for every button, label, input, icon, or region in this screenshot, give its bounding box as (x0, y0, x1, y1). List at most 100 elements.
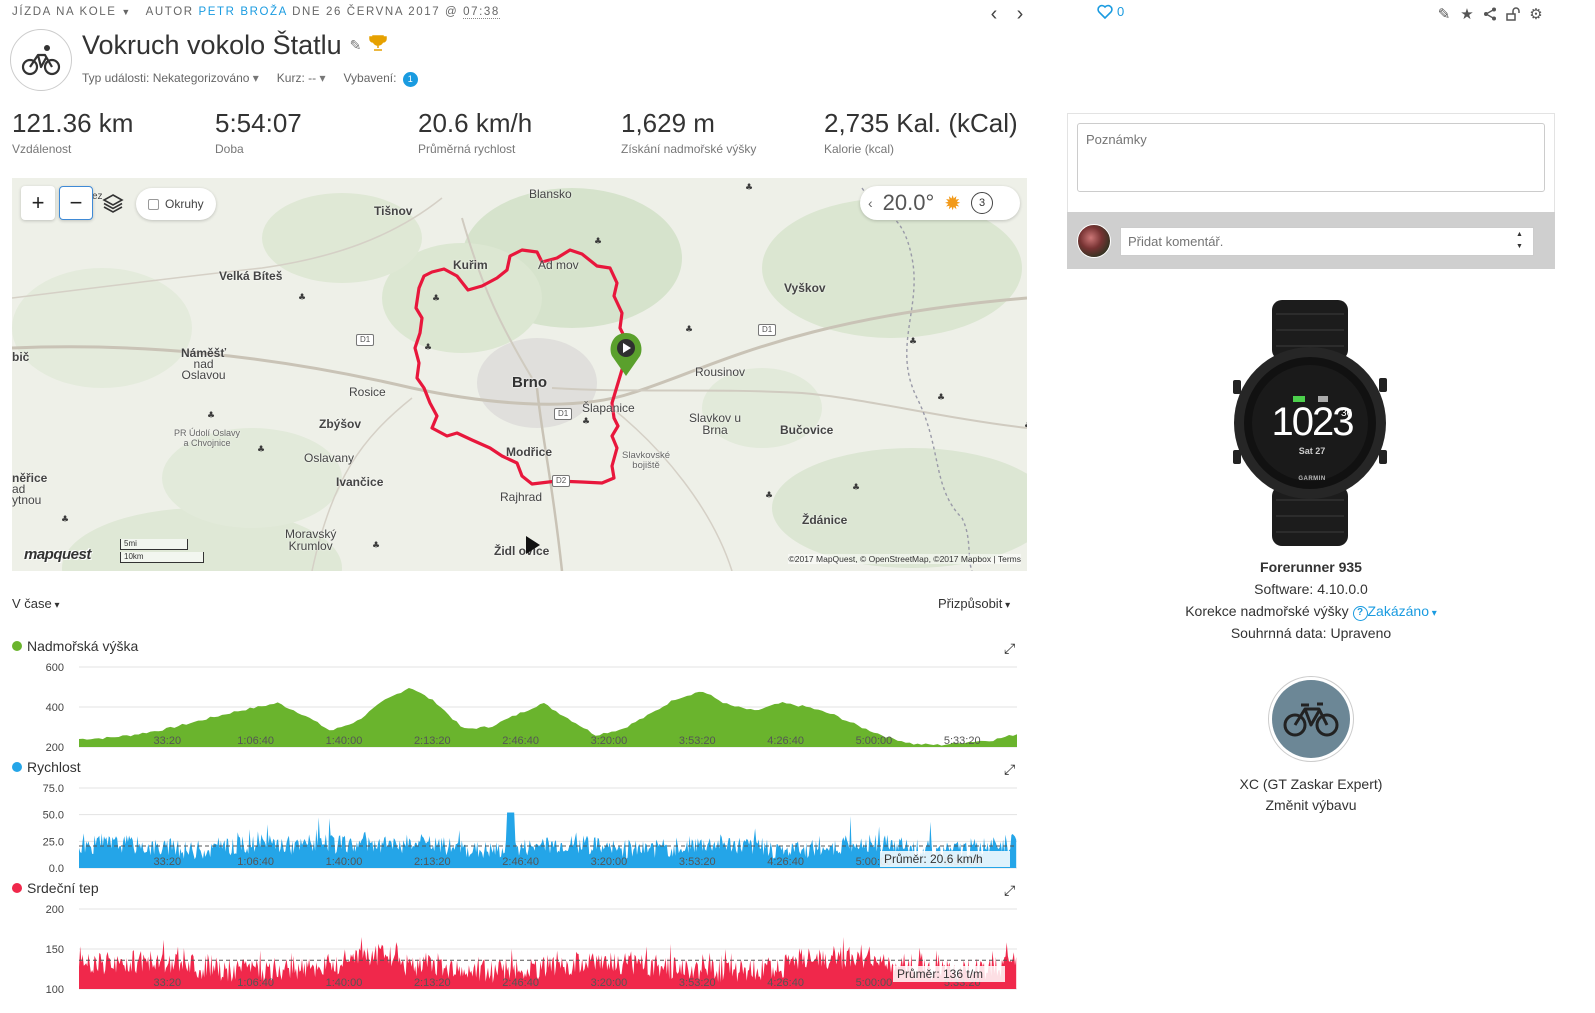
x-tick-label: 3:20:00 (591, 977, 628, 989)
share-icon[interactable] (1482, 5, 1498, 23)
watch-time: 1023 (1271, 400, 1355, 444)
map-label: Ad mov (538, 258, 579, 272)
customize-charts-dropdown[interactable]: Přizpůsobit (938, 596, 1010, 611)
svg-text:♣: ♣ (257, 445, 265, 455)
map-label-nerice: něřice ad ytnou (12, 472, 47, 506)
x-tick-label: 5:00:00 (856, 735, 893, 747)
activity-time[interactable]: 07:38 (463, 6, 500, 19)
laps-checkbox[interactable] (148, 198, 159, 210)
bicycle-icon (21, 45, 61, 76)
x-tick-label: 1:06:40 (237, 977, 274, 989)
play-route-icon[interactable] (521, 534, 543, 556)
expand-icon[interactable]: ⤢ (1004, 640, 1016, 656)
expand-icon[interactable]: ⤢ (1004, 882, 1016, 898)
svg-text:♣: ♣ (424, 343, 432, 353)
weather-widget[interactable]: ‹ 20.0° ✹ 3 (860, 186, 1020, 220)
laps-toggle[interactable]: Okruhy (136, 188, 216, 220)
x-tick-label: 4:26:40 (767, 735, 804, 747)
x-tick-label: 5:00:00 (856, 977, 893, 989)
stat-value: 20.6 km/h (418, 108, 533, 138)
chevron-left-icon[interactable]: ‹ (868, 195, 873, 211)
route-map[interactable]: ♣ ♣ ♣ ♣ ♣ ♣ ♣ ♣ ♣ ♣ ♣ ♣ ♣ ♣ ♣ ♣ Blansko Tišnov ez Ve… (12, 178, 1027, 571)
layers-icon[interactable] (102, 192, 124, 219)
x-tick-label: 33:20 (154, 856, 182, 868)
x-tick-label: 3:53:20 (679, 856, 716, 868)
x-tick-label: 2:13:20 (414, 856, 451, 868)
map-label: Brno (512, 374, 547, 391)
next-activity-button[interactable]: › (1016, 3, 1024, 25)
chart-series-area[interactable] (79, 812, 1017, 869)
comment-scroll-arrows[interactable]: ▲ ▼ (1516, 231, 1523, 250)
help-icon[interactable]: ? (1352, 606, 1368, 621)
watch-date: Sat 27 (1298, 446, 1326, 456)
breadcrumb: JÍZDA NA KOLE ▼ AUTOR PETR BROŽA DNE 26 … (12, 6, 500, 19)
svg-text:♣: ♣ (432, 294, 440, 304)
zoom-out-button[interactable]: − (59, 186, 93, 220)
notes-textarea[interactable] (1077, 123, 1545, 192)
map-attribution[interactable]: ©2017 MapQuest, © OpenStreetMap, ©2017 M… (788, 554, 1021, 564)
elevation-chart[interactable]: 600 400 200 33:20 1:06:40 1:40:00 2:13:20 2:46:… (0, 655, 1030, 755)
svg-text:♣: ♣ (582, 417, 590, 427)
chart-series-area[interactable] (79, 688, 1017, 747)
change-gear-link[interactable]: Změnit výbavu (1265, 797, 1357, 813)
trophy-icon[interactable] (369, 34, 388, 57)
equipment-count-badge[interactable]: 1 (402, 72, 418, 87)
zoom-in-button[interactable]: + (21, 186, 55, 220)
stat-value: 1,629 m (621, 108, 715, 138)
x-axis-mode-dropdown[interactable]: V čase (12, 596, 60, 611)
author-link[interactable]: PETR BROŽA (198, 6, 288, 18)
edit-title-icon[interactable]: ✎ (349, 37, 362, 53)
activity-type[interactable]: JÍZDA NA KOLE (12, 6, 117, 18)
comment-input[interactable] (1120, 227, 1534, 256)
heart-icon (1097, 4, 1113, 19)
activity-type-dropdown-icon[interactable]: ▼ (121, 7, 132, 17)
like-count: 0 (1117, 4, 1125, 19)
course-dropdown[interactable]: Kurz: -- (277, 71, 326, 87)
map-label: Rosice (349, 385, 386, 399)
like-button[interactable]: 0 (1097, 4, 1124, 19)
gear-icon[interactable]: ⚙ (1529, 6, 1543, 23)
event-type-dropdown[interactable]: Typ události: Nekategorizováno (82, 71, 259, 87)
svg-text:♣: ♣ (61, 515, 69, 525)
equipment[interactable]: Vybavení: 1 (344, 71, 418, 87)
x-tick-label: 1:40:00 (326, 735, 363, 747)
road-shield: D1 (554, 408, 573, 420)
previous-activity-button[interactable]: ‹ (990, 3, 998, 25)
map-label-namest: Náměšť nad Oslavou (181, 347, 226, 382)
x-tick-label: 2:13:20 (414, 977, 451, 989)
x-tick-label: 33:20 (154, 977, 182, 989)
map-label-slavkov: Slavkov u Brna (689, 412, 741, 436)
map-label: Krumlov (288, 539, 333, 553)
map-label: a Chvojnice (183, 438, 231, 448)
x-tick-label: 2:13:20 (414, 735, 451, 747)
svg-text:♣: ♣ (909, 337, 917, 347)
map-background[interactable]: ♣ ♣ ♣ ♣ ♣ ♣ ♣ ♣ ♣ ♣ ♣ ♣ ♣ ♣ ♣ ♣ (12, 178, 1027, 571)
user-avatar (1077, 224, 1111, 258)
map-label: nad (193, 357, 214, 371)
watch-seconds: 36 (1341, 408, 1353, 419)
svg-text:♣: ♣ (937, 393, 945, 403)
elevation-correction-dropdown[interactable]: Zakázáno (1367, 603, 1429, 619)
svg-text:♣: ♣ (372, 541, 380, 551)
heart-rate-chart[interactable]: 200 150 100 33:20 1:06:40 1:40:00 2:13:20 2:46:… (0, 897, 1030, 997)
speed-legend-dot (12, 762, 22, 772)
edit-icon[interactable]: ✎ (1437, 6, 1451, 23)
chart-series-area[interactable] (79, 937, 1017, 989)
expand-icon[interactable]: ⤢ (1004, 761, 1016, 777)
road-shield: D1 (356, 334, 375, 346)
chevron-down-icon[interactable]: ▾ (1428, 608, 1437, 619)
speed-chart[interactable]: 75.0 50.0 25.0 0.0 33:20 1:06:40 1:40:00 2:13:2… (0, 776, 1030, 876)
svg-text:♣: ♣ (298, 293, 306, 303)
laps-label: Okruhy (165, 197, 204, 211)
x-tick-label: 1:06:40 (237, 735, 274, 747)
y-tick-label: 600 (46, 662, 64, 674)
activity-date: 26 ČERVNA 2017 @ (326, 6, 459, 18)
x-tick-label: 3:20:00 (591, 735, 628, 747)
star-icon[interactable]: ★ (1460, 6, 1474, 23)
map-label: Kuřim (453, 258, 488, 272)
map-label: Oslavou (181, 368, 226, 382)
map-label-slavkovske: Slavkovské bojiště (622, 451, 670, 471)
y-tick-label: 200 (46, 742, 64, 754)
activity-title[interactable]: Vokruch vokolo Štatlu (82, 30, 342, 60)
privacy-lock-icon[interactable] (1505, 5, 1521, 23)
